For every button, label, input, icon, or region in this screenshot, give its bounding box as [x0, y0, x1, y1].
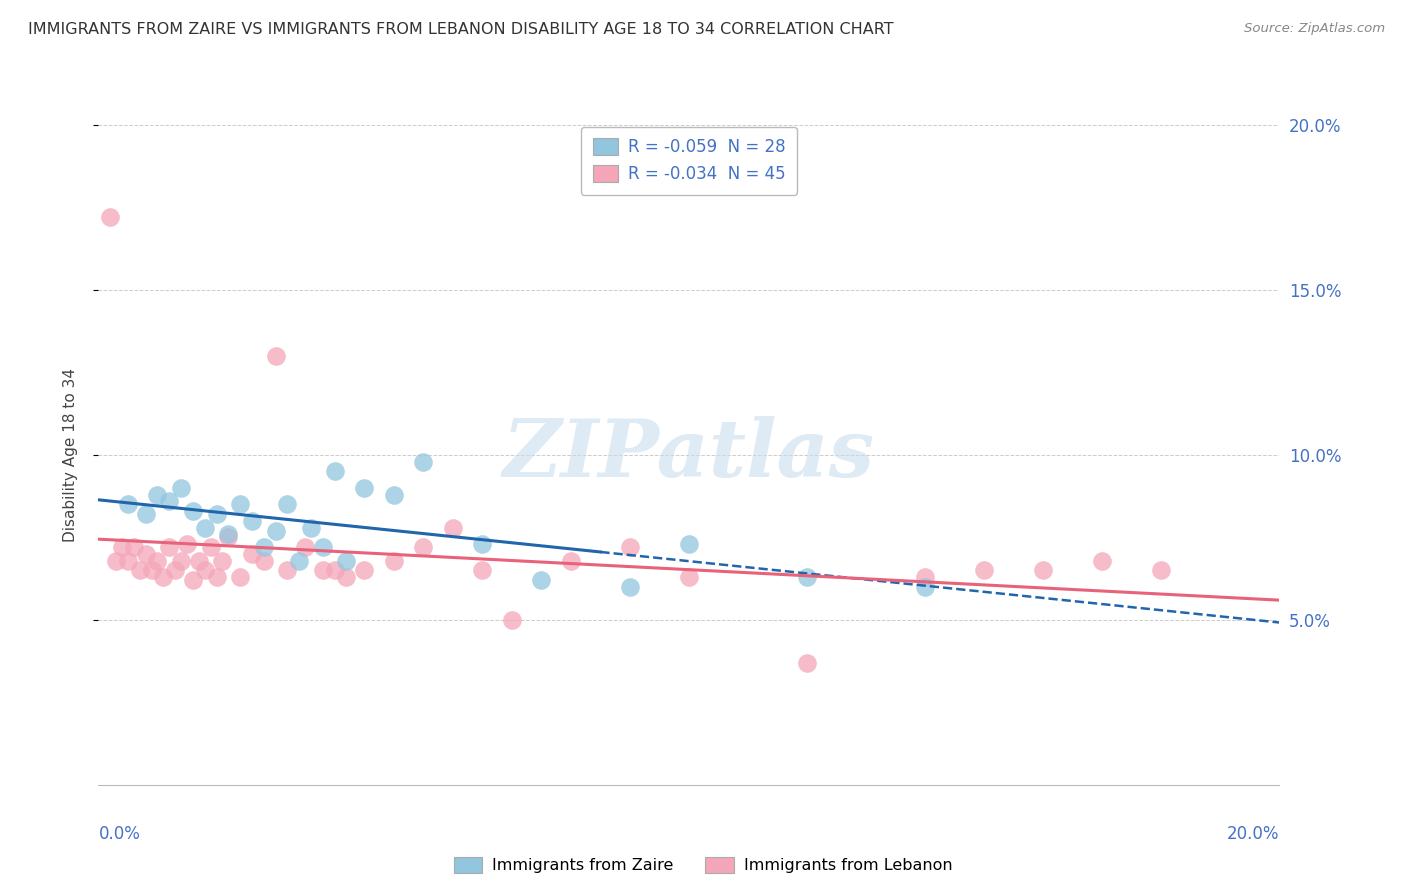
- Point: [412, 454, 434, 468]
- Point: [796, 656, 818, 670]
- Point: [1032, 564, 1054, 578]
- Point: [353, 481, 375, 495]
- Point: [157, 494, 180, 508]
- Point: [973, 564, 995, 578]
- Point: [135, 508, 157, 522]
- Point: [217, 530, 239, 544]
- Point: [135, 547, 157, 561]
- Point: [619, 580, 641, 594]
- Point: [240, 547, 263, 561]
- Point: [264, 524, 287, 538]
- Point: [117, 497, 139, 511]
- Point: [796, 570, 818, 584]
- Point: [335, 570, 357, 584]
- Point: [194, 564, 217, 578]
- Point: [165, 564, 187, 578]
- Point: [211, 553, 233, 567]
- Point: [264, 349, 287, 363]
- Point: [122, 541, 145, 555]
- Point: [217, 527, 239, 541]
- Point: [229, 497, 252, 511]
- Point: [382, 553, 405, 567]
- Point: [205, 508, 228, 522]
- Point: [205, 570, 228, 584]
- Point: [1091, 553, 1114, 567]
- Point: [176, 537, 198, 551]
- Point: [146, 487, 169, 501]
- Point: [312, 564, 335, 578]
- Point: [678, 570, 700, 584]
- Point: [1150, 564, 1173, 578]
- Text: 0.0%: 0.0%: [98, 824, 141, 843]
- Point: [471, 564, 494, 578]
- Point: [441, 520, 464, 534]
- Point: [501, 613, 523, 627]
- Point: [229, 570, 252, 584]
- Point: [382, 487, 405, 501]
- Point: [194, 520, 217, 534]
- Y-axis label: Disability Age 18 to 34: Disability Age 18 to 34: [63, 368, 77, 542]
- Point: [323, 564, 346, 578]
- Point: [181, 504, 204, 518]
- Point: [240, 514, 263, 528]
- Point: [914, 570, 936, 584]
- Point: [170, 553, 193, 567]
- Point: [335, 553, 357, 567]
- Point: [530, 574, 553, 588]
- Point: [471, 537, 494, 551]
- Point: [299, 520, 322, 534]
- Point: [253, 541, 276, 555]
- Text: 20.0%: 20.0%: [1227, 824, 1279, 843]
- Point: [98, 211, 121, 225]
- Point: [276, 564, 298, 578]
- Text: IMMIGRANTS FROM ZAIRE VS IMMIGRANTS FROM LEBANON DISABILITY AGE 18 TO 34 CORRELA: IMMIGRANTS FROM ZAIRE VS IMMIGRANTS FROM…: [28, 22, 894, 37]
- Point: [560, 553, 582, 567]
- Legend: Immigrants from Zaire, Immigrants from Lebanon: Immigrants from Zaire, Immigrants from L…: [447, 850, 959, 880]
- Point: [323, 464, 346, 478]
- Point: [619, 541, 641, 555]
- Point: [412, 541, 434, 555]
- Point: [253, 553, 276, 567]
- Point: [141, 564, 163, 578]
- Point: [187, 553, 209, 567]
- Point: [288, 553, 311, 567]
- Point: [914, 580, 936, 594]
- Point: [294, 541, 316, 555]
- Point: [170, 481, 193, 495]
- Point: [200, 541, 222, 555]
- Point: [312, 541, 335, 555]
- Legend: R = -0.059  N = 28, R = -0.034  N = 45: R = -0.059 N = 28, R = -0.034 N = 45: [581, 127, 797, 194]
- Point: [678, 537, 700, 551]
- Point: [105, 553, 128, 567]
- Text: Source: ZipAtlas.com: Source: ZipAtlas.com: [1244, 22, 1385, 36]
- Point: [157, 541, 180, 555]
- Point: [117, 553, 139, 567]
- Point: [353, 564, 375, 578]
- Point: [181, 574, 204, 588]
- Point: [111, 541, 134, 555]
- Point: [152, 570, 174, 584]
- Text: ZIPatlas: ZIPatlas: [503, 417, 875, 493]
- Point: [146, 553, 169, 567]
- Point: [276, 497, 298, 511]
- Point: [128, 564, 150, 578]
